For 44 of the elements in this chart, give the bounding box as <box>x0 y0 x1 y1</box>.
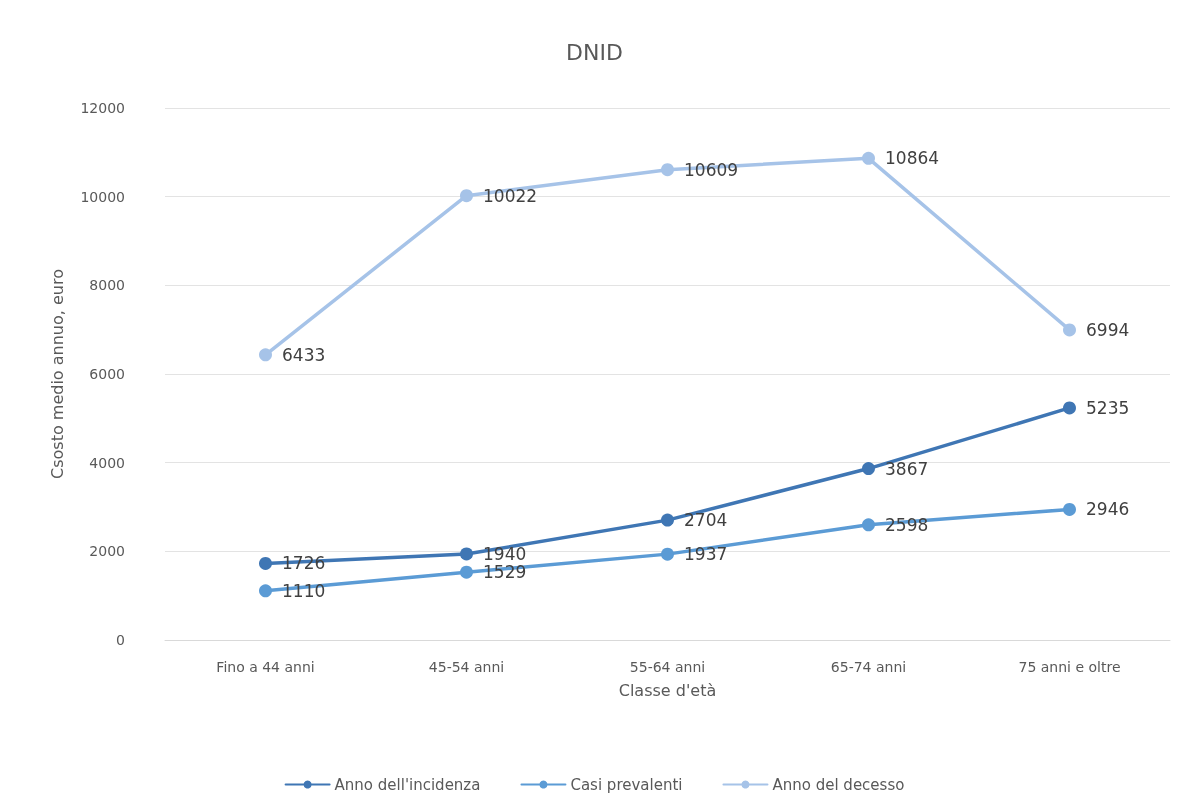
data-label: 10609 <box>684 159 739 180</box>
data-label: 10864 <box>885 148 940 169</box>
point <box>661 163 674 177</box>
point <box>862 462 875 476</box>
chart-title: DNID <box>566 39 623 65</box>
point <box>460 547 473 561</box>
legend-label: Casi prevalenti <box>570 775 683 794</box>
y-tick-label: 6000 <box>89 366 125 382</box>
point <box>862 151 875 165</box>
x-axis-title: Classe d'età <box>618 680 717 700</box>
point <box>1063 502 1076 516</box>
point <box>259 556 272 570</box>
point <box>460 565 473 579</box>
x-tick-label: 75 anni e oltre <box>1018 659 1121 675</box>
point <box>460 189 473 203</box>
y-tick-label: 10000 <box>80 188 125 205</box>
point <box>661 513 674 527</box>
x-tick-label: Fino a 44 anni <box>216 659 315 675</box>
data-label: 2946 <box>1086 499 1130 520</box>
point <box>661 547 674 561</box>
point <box>862 518 875 532</box>
point <box>259 348 272 362</box>
x-tick-label: 55-64 anni <box>629 659 706 675</box>
data-label: 6994 <box>1086 319 1130 340</box>
data-label: 2704 <box>684 510 728 531</box>
point <box>1063 323 1076 337</box>
y-tick-label: 0 <box>116 632 125 648</box>
y-tick-label: 12000 <box>80 100 125 116</box>
legend-label: Anno dell'incidenza <box>334 775 481 794</box>
point <box>1063 401 1076 415</box>
data-label: 1937 <box>684 544 728 565</box>
legend-label: Anno del decesso <box>772 775 905 794</box>
y-axis-title: Csosto medio annuo, euro <box>47 269 67 479</box>
y-tick-label: 8000 <box>89 277 125 294</box>
point <box>259 584 272 598</box>
x-tick-label: 65-74 anni <box>830 659 907 675</box>
data-label: 6433 <box>282 344 326 365</box>
data-label: 5235 <box>1086 397 1130 418</box>
data-label: 1940 <box>483 543 527 564</box>
x-tick-label: 45-54 anni <box>428 659 505 675</box>
data-label: 3867 <box>885 458 929 479</box>
y-tick-label: 2000 <box>89 543 125 560</box>
y-tick-label: 4000 <box>89 454 125 471</box>
data-label: 10022 <box>483 185 538 206</box>
